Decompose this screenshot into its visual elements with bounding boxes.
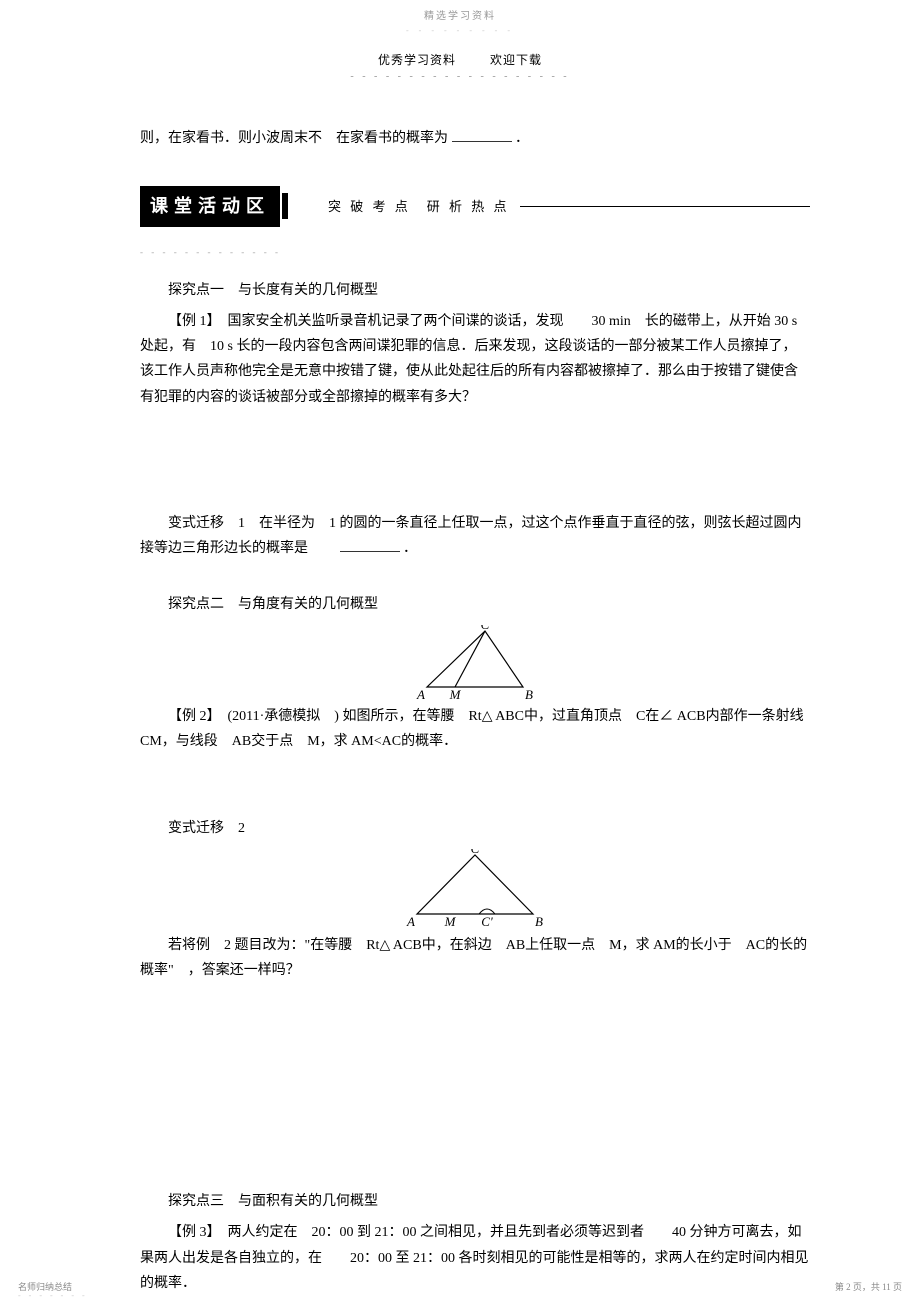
section-subtitle: 突 破 考 点 研 析 热 点	[328, 195, 510, 218]
top-header: 精选学习资料	[0, 0, 920, 26]
intro-end: ．	[515, 131, 529, 146]
svg-text:C: C	[481, 625, 490, 632]
point2-example: 【例 2】 (2011·承德模拟 ) 如图所示，在等腰 Rt△ ABC中，过直角…	[140, 704, 810, 754]
var1-end: ．	[403, 541, 417, 556]
section-bar: 课堂活动区 突 破 考 点 研 析 热 点	[140, 186, 810, 226]
point1-title: 探究点一 与长度有关的几何概型	[140, 278, 810, 303]
blank-fill	[452, 128, 512, 142]
ex3-label: 【例 3】	[168, 1225, 214, 1240]
section-mark	[282, 193, 288, 219]
spacer-4	[140, 989, 810, 1189]
page-content: 则，在家看书．则小波周末不 在家看书的概率为 ． 课堂活动区 突 破 考 点 研…	[0, 86, 920, 1296]
section-line	[520, 206, 810, 207]
point2-title: 探究点二 与角度有关的几何概型	[140, 592, 810, 617]
page-footer: 名师归纳总结 第 2 页，共 11 页	[0, 1279, 920, 1295]
point1-variant: 变式迁移 1 在半径为 1 的圆的一条直径上任取一点，过这个点作垂直于直径的弦，…	[140, 511, 810, 561]
ex2-text: (2011·承德模拟 ) 如图所示，在等腰 Rt△ ABC中，过直角顶点 C在∠…	[140, 709, 818, 749]
spacer-1	[140, 416, 810, 511]
point3-title: 探究点三 与面积有关的几何概型	[140, 1189, 810, 1214]
point2-variant-label: 变式迁移 2	[140, 816, 810, 841]
intro-line: 则，在家看书．则小波周末不 在家看书的概率为 ．	[140, 126, 810, 151]
svg-text:M: M	[444, 914, 457, 929]
svg-text:A: A	[416, 687, 425, 700]
ex1-text: 国家安全机关监听录音机记录了两个间谍的谈话，发现 30 min 长的磁带上，从开…	[140, 314, 798, 405]
top-dots: - - - - - - - - -	[0, 24, 920, 38]
svg-text:A: A	[406, 914, 415, 929]
var2-text: 若将例 2 题目改为："在等腰 Rt△ ACB中，在斜边 AB上任取一点 M，求…	[140, 938, 807, 978]
section-title: 课堂活动区	[140, 186, 280, 226]
triangle-diagram-1: A M B C	[415, 625, 535, 700]
intro-text: 则，在家看书．则小波周末不 在家看书的概率为	[140, 131, 448, 146]
ex1-label: 【例 1】	[168, 314, 214, 329]
svg-text:C: C	[471, 849, 480, 856]
section-dashes: - - - - - - - - - - - - -	[140, 244, 810, 260]
svg-text:C': C'	[481, 914, 493, 929]
footer-dots: - - - - - - -	[18, 1289, 88, 1303]
ex2-label: 【例 2】	[168, 709, 214, 724]
var1-label: 变式迁移 1	[168, 516, 245, 531]
point1-example: 【例 1】 国家安全机关监听录音机记录了两个间谍的谈话，发现 30 min 长的…	[140, 309, 810, 410]
blank-fill-2	[340, 538, 400, 552]
footer-right: 第 2 页，共 11 页	[835, 1279, 902, 1295]
sub-underline: - - - - - - - - - - - - - - - - - - -	[0, 68, 920, 86]
triangle-diagram-2: A M C' B C	[405, 849, 545, 929]
svg-text:M: M	[449, 687, 462, 700]
spacer-3	[140, 761, 810, 816]
svg-text:B: B	[535, 914, 543, 929]
spacer-2	[140, 567, 810, 592]
svg-text:B: B	[525, 687, 533, 700]
point2-variant-text: 若将例 2 题目改为："在等腰 Rt△ ACB中，在斜边 AB上任取一点 M，求…	[140, 933, 810, 983]
